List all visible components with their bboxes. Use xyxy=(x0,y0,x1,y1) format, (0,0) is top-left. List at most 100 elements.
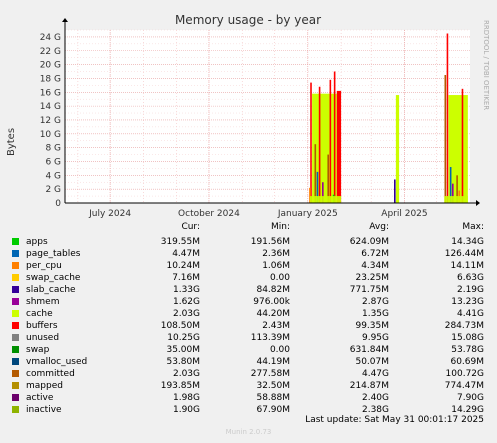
legend-avg: 624.09M xyxy=(349,237,389,247)
legend-max: 126.44M xyxy=(444,249,484,259)
legend-row-unused: unused 10.25G 113.39M 9.95G 15.08G xyxy=(12,332,484,344)
legend-avg: 99.35M xyxy=(355,321,389,331)
legend-row-mapped: mapped 193.85M 32.50M 214.87M 774.47M xyxy=(12,380,484,392)
legend-swatch xyxy=(12,370,19,377)
buffers-block xyxy=(336,90,342,203)
legend-swatch xyxy=(12,310,19,317)
last-update: Last update: Sat May 31 00:01:17 2025 xyxy=(305,415,484,425)
y-tick-label: 4 G xyxy=(45,171,61,181)
base-band xyxy=(444,196,468,203)
legend-swatch xyxy=(12,286,19,293)
series-marks xyxy=(309,33,468,203)
legend-swatch xyxy=(12,334,19,341)
legend-cur: 10.24M xyxy=(166,261,200,271)
legend-avg: 771.75M xyxy=(349,285,389,295)
chart-title: Memory usage - by year xyxy=(175,13,321,27)
y-tick-label: 14 G xyxy=(40,102,61,112)
legend-swatch xyxy=(12,346,19,353)
memory-chart: Memory usage - by year Bytes RRDTOOL / T… xyxy=(6,13,490,219)
legend-series-name: page_tables xyxy=(26,249,81,259)
legend-series-name: swap xyxy=(26,345,50,355)
legend-avg: 6.72M xyxy=(361,249,389,259)
legend-min: 277.58M xyxy=(250,369,290,379)
x-tick-label: April 2025 xyxy=(381,209,427,219)
legend-cur: 10.25G xyxy=(167,333,200,343)
legend-cur: 1.62G xyxy=(172,297,200,307)
legend-series-name: committed xyxy=(26,369,75,379)
legend-series-name: swap_cache xyxy=(26,273,81,283)
legend-max: 284.73M xyxy=(444,321,484,331)
legend-series-name: inactive xyxy=(26,405,62,415)
legend-min: 1.06M xyxy=(262,261,290,271)
legend-header-cur: Cur: xyxy=(181,222,200,232)
legend-row-active: active 1.98G 58.88M 2.40G 7.90G xyxy=(12,392,484,404)
legend-min: 58.88M xyxy=(256,393,290,403)
legend-max: 60.69M xyxy=(450,357,484,367)
legend-min: 44.19M xyxy=(256,357,290,367)
x-tick-label: October 2024 xyxy=(178,209,240,219)
y-tick-label: 12 G xyxy=(40,116,61,126)
legend-swatch xyxy=(12,262,19,269)
base-band xyxy=(309,196,342,203)
legend-cur: 108.50M xyxy=(160,321,200,331)
y-axis-arrow xyxy=(62,18,68,22)
legend-row-shmem: shmem 1.62G 976.00k 2.87G 13.23G xyxy=(12,296,484,308)
legend-avg: 2.40G xyxy=(361,393,389,403)
legend-header-avg: Avg: xyxy=(369,222,389,232)
legend-row-inactive: inactive 1.90G 67.90M 2.38G 14.29G xyxy=(12,404,484,416)
legend-series-name: cache xyxy=(26,309,53,319)
legend-swatch xyxy=(12,322,19,329)
legend-avg: 214.87M xyxy=(349,381,389,391)
legend-min: 0.00 xyxy=(269,345,290,355)
legend-min: 976.00k xyxy=(253,297,290,307)
legend-max: 14.11M xyxy=(450,261,484,271)
legend-row-slab_cache: slab_cache 1.33G 84.82M 771.75M 2.19G xyxy=(12,284,484,296)
rrdtool-side-label: RRDTOOL / TOBI OETIKER xyxy=(482,20,490,110)
legend-cur: 7.16M xyxy=(172,273,200,283)
legend-series-name: slab_cache xyxy=(26,285,76,295)
legend-cur: 53.80M xyxy=(166,357,200,367)
legend-row-committed: committed 2.03G 277.58M 4.47G 100.72G xyxy=(12,368,484,380)
legend-series-name: shmem xyxy=(26,297,60,307)
legend-series-name: buffers xyxy=(26,321,58,331)
legend-row-apps: apps 319.55M 191.56M 624.09M 14.34G xyxy=(12,236,484,248)
legend-max: 53.78G xyxy=(451,345,484,355)
y-tick-label: 6 G xyxy=(45,157,61,167)
y-axis-label: Bytes xyxy=(6,128,17,156)
legend-min: 2.43M xyxy=(262,321,290,331)
legend-min: 0.00 xyxy=(269,273,290,283)
legend-cur: 193.85M xyxy=(160,381,200,391)
cache-block xyxy=(312,93,337,203)
legend-row-vmalloc_used: vmalloc_used 53.80M 44.19M 50.07M 60.69M xyxy=(12,356,484,368)
legend-avg: 631.84M xyxy=(349,345,389,355)
legend-avg: 9.95G xyxy=(361,333,389,343)
munin-version: Munin 2.0.73 xyxy=(225,428,272,436)
legend-cur: 1.98G xyxy=(172,393,200,403)
legend-max: 774.47M xyxy=(444,381,484,391)
legend-max: 14.34G xyxy=(451,237,484,247)
legend-swatch xyxy=(12,358,19,365)
legend-min: 32.50M xyxy=(256,381,290,391)
legend-row-swap_cache: swap_cache 7.16M 0.00 23.25M 6.63G xyxy=(12,272,484,284)
legend-swatch xyxy=(12,382,19,389)
y-tick-label: 20 G xyxy=(40,61,61,71)
legend-cur: 319.55M xyxy=(160,237,200,247)
legend-max: 6.63G xyxy=(456,273,484,283)
y-tick-label: 2 G xyxy=(45,185,61,195)
legend-swatch xyxy=(12,250,19,257)
y-tick-label: 22 G xyxy=(40,47,61,57)
legend-swatch xyxy=(12,298,19,305)
y-tick-label: 10 G xyxy=(40,130,61,140)
legend-header-max: Max: xyxy=(462,222,484,232)
legend-cur: 4.47M xyxy=(172,249,200,259)
legend-min: 67.90M xyxy=(256,405,290,415)
legend-max: 4.41G xyxy=(456,309,484,319)
legend-min: 191.56M xyxy=(250,237,290,247)
legend-series-name: mapped xyxy=(26,381,63,391)
legend-cur: 2.03G xyxy=(172,369,200,379)
legend-swatch xyxy=(12,238,19,245)
x-tick-label: July 2024 xyxy=(88,209,131,219)
legend-series-name: per_cpu xyxy=(26,261,62,271)
legend-cur: 1.90G xyxy=(172,405,200,415)
cache-block xyxy=(395,95,400,203)
